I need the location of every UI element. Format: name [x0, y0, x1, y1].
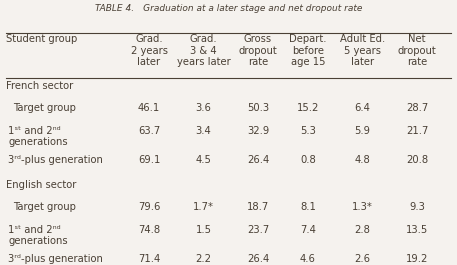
Text: 1ˢᵗ and 2ⁿᵈ
generations: 1ˢᵗ and 2ⁿᵈ generations [8, 126, 68, 147]
Text: TABLE 4. Graduation at a later stage and net dropout rate: TABLE 4. Graduation at a later stage and… [95, 4, 362, 13]
Text: 1.7*: 1.7* [193, 202, 214, 212]
Text: 1.5: 1.5 [196, 225, 212, 235]
Text: 46.1: 46.1 [138, 103, 160, 113]
Text: 21.7: 21.7 [406, 126, 428, 136]
Text: 1ˢᵗ and 2ⁿᵈ
generations: 1ˢᵗ and 2ⁿᵈ generations [8, 225, 68, 246]
Text: Student group: Student group [6, 34, 77, 44]
Text: 71.4: 71.4 [138, 254, 160, 264]
Text: 23.7: 23.7 [247, 225, 269, 235]
Text: French sector: French sector [6, 81, 73, 91]
Text: 3ʳᵈ-plus generation: 3ʳᵈ-plus generation [8, 154, 103, 165]
Text: 2.8: 2.8 [355, 225, 371, 235]
Text: 4.8: 4.8 [355, 154, 370, 165]
Text: 50.3: 50.3 [247, 103, 269, 113]
Text: 63.7: 63.7 [138, 126, 160, 136]
Text: 15.2: 15.2 [297, 103, 319, 113]
Text: 28.7: 28.7 [406, 103, 428, 113]
Text: Target group: Target group [13, 103, 75, 113]
Text: Target group: Target group [13, 202, 75, 212]
Text: 5.3: 5.3 [300, 126, 316, 136]
Text: 6.4: 6.4 [355, 103, 371, 113]
Text: 9.3: 9.3 [409, 202, 425, 212]
Text: 5.9: 5.9 [355, 126, 371, 136]
Text: Adult Ed.
5 years
later: Adult Ed. 5 years later [340, 34, 385, 67]
Text: 0.8: 0.8 [300, 154, 316, 165]
Text: 26.4: 26.4 [247, 254, 269, 264]
Text: Grad.
2 years
later: Grad. 2 years later [131, 34, 168, 67]
Text: English sector: English sector [6, 180, 76, 190]
Text: 8.1: 8.1 [300, 202, 316, 212]
Text: 13.5: 13.5 [406, 225, 428, 235]
Text: Net
dropout
rate: Net dropout rate [398, 34, 436, 67]
Text: Grad.
3 & 4
years later: Grad. 3 & 4 years later [177, 34, 230, 67]
Text: 4.5: 4.5 [196, 154, 212, 165]
Text: 26.4: 26.4 [247, 154, 269, 165]
Text: 18.7: 18.7 [247, 202, 269, 212]
Text: 2.6: 2.6 [355, 254, 371, 264]
Text: 7.4: 7.4 [300, 225, 316, 235]
Text: Gross
dropout
rate: Gross dropout rate [239, 34, 277, 67]
Text: 3.4: 3.4 [196, 126, 212, 136]
Text: 69.1: 69.1 [138, 154, 160, 165]
Text: 4.6: 4.6 [300, 254, 316, 264]
Text: 3.6: 3.6 [196, 103, 212, 113]
Text: Depart.
before
age 15: Depart. before age 15 [289, 34, 327, 67]
Text: 20.8: 20.8 [406, 154, 428, 165]
Text: 74.8: 74.8 [138, 225, 160, 235]
Text: 19.2: 19.2 [406, 254, 428, 264]
Text: 1.3*: 1.3* [352, 202, 373, 212]
Text: 2.2: 2.2 [196, 254, 212, 264]
Text: 79.6: 79.6 [138, 202, 160, 212]
Text: 32.9: 32.9 [247, 126, 269, 136]
Text: 3ʳᵈ-plus generation: 3ʳᵈ-plus generation [8, 254, 103, 264]
